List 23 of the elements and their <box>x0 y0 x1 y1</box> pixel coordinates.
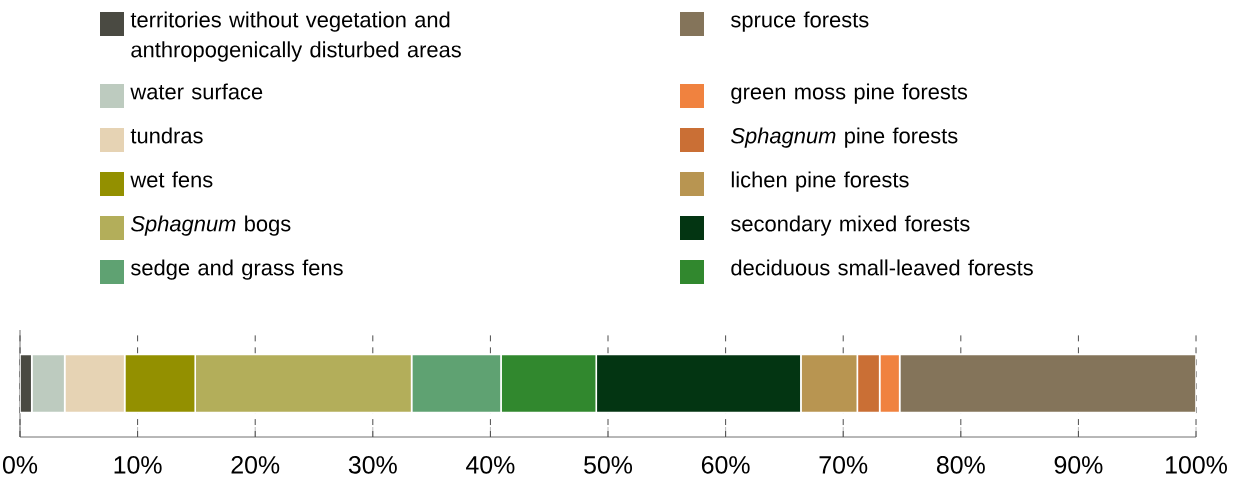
legend-label: tundras <box>130 127 203 144</box>
x-tick-label: 80% <box>936 456 985 474</box>
legend-label: sedge and grass fens <box>131 259 343 280</box>
legend-label: secondary mixed forests <box>731 215 970 236</box>
x-tick-label: 20% <box>231 456 280 474</box>
x-tick-label: 10% <box>114 456 162 474</box>
x-tick-label: 60% <box>701 456 750 474</box>
legend-label: green moss pine forests <box>731 83 968 104</box>
legend-label: territories without vegetation and anthropogenically disturbed areas <box>130 11 461 62</box>
x-tick-label: 30% <box>348 456 397 474</box>
x-tick-label: 90% <box>1054 456 1103 474</box>
x-tick-label: 100% <box>1166 456 1227 474</box>
x-tick-label: 40% <box>466 456 515 474</box>
x-tick-label: 70% <box>819 456 868 474</box>
legend-label: lichen pine forests <box>731 171 909 192</box>
legend-label: deciduous small-leaved forests <box>731 259 1033 276</box>
legend-label: spruce forests <box>731 11 869 32</box>
legend-label: wet fens <box>130 171 213 188</box>
x-tick-label: 0% <box>2 456 38 474</box>
legend-label: water surface <box>130 83 263 100</box>
x-tick-label: 50% <box>584 456 633 474</box>
legend-label: Sphagnum bogs <box>131 215 291 236</box>
legend-label: Sphagnum pine forests <box>731 127 958 148</box>
